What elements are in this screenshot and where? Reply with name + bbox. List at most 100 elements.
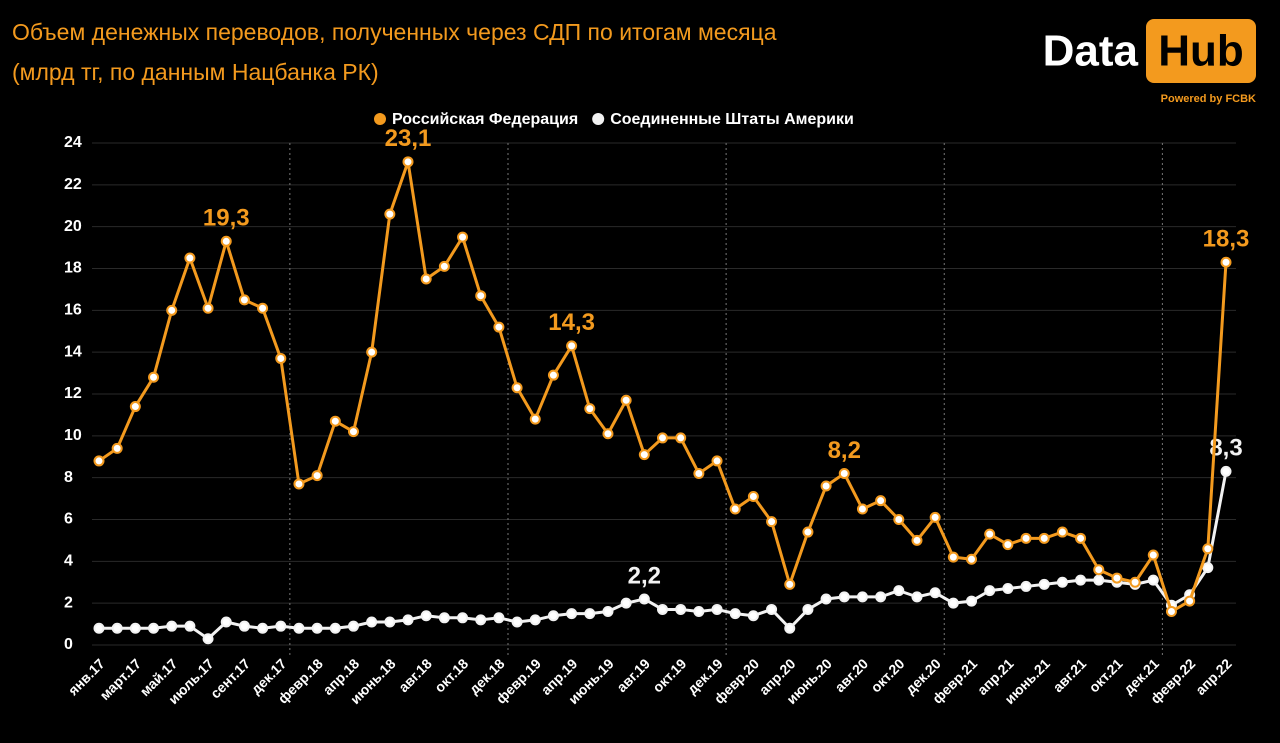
y-tick-label: 22: [64, 176, 82, 193]
chart-title: Объем денежных переводов, полученных чер…: [12, 19, 777, 45]
data-point: [766, 603, 778, 615]
data-point: [1093, 564, 1105, 576]
data-point: [966, 595, 978, 607]
data-point: [1093, 574, 1105, 586]
data-point: [620, 394, 632, 406]
data-point: [838, 591, 850, 603]
y-tick-label: 6: [64, 511, 73, 528]
data-point: [1147, 574, 1159, 586]
data-point: [602, 428, 614, 440]
brand-name: Data: [1043, 27, 1139, 76]
chart-subtitle: (млрд тг, по данным Нацбанка РК): [12, 59, 379, 85]
data-point: [984, 585, 996, 597]
data-point: [1038, 578, 1050, 590]
data-point: [438, 260, 450, 272]
data-point: [493, 612, 505, 624]
data-point: [329, 415, 341, 427]
data-point: [1002, 539, 1014, 551]
data-point: [111, 442, 123, 454]
data-point: [184, 252, 196, 264]
data-point: [493, 321, 505, 333]
data-point: [329, 622, 341, 634]
data-point: [638, 449, 650, 461]
data-point: [148, 371, 160, 383]
data-point: [347, 426, 359, 438]
data-point: [366, 346, 378, 358]
data-point: [784, 578, 796, 590]
data-point: [1129, 576, 1141, 588]
data-label: 14,3: [548, 309, 595, 336]
data-point: [729, 503, 741, 515]
data-point: [420, 273, 432, 285]
data-label: 18,3: [1203, 226, 1250, 253]
data-point: [184, 620, 196, 632]
data-point: [947, 597, 959, 609]
data-point: [511, 382, 523, 394]
y-tick-label: 0: [64, 636, 73, 653]
data-point: [93, 455, 105, 467]
brand-badge: Hub: [1158, 27, 1244, 76]
data-point: [966, 553, 978, 565]
y-tick-label: 12: [64, 385, 82, 402]
data-point: [875, 591, 887, 603]
data-point: [929, 511, 941, 523]
data-point: [475, 614, 487, 626]
y-tick-label: 8: [64, 469, 73, 486]
data-point: [257, 302, 269, 314]
data-label: 2,2: [628, 562, 661, 589]
data-point: [384, 208, 396, 220]
legend-marker: [592, 113, 605, 125]
y-tick-label: 18: [64, 260, 82, 277]
data-point: [366, 616, 378, 628]
data-point: [129, 622, 141, 634]
data-point: [293, 622, 305, 634]
data-point: [238, 620, 250, 632]
y-tick-label: 10: [64, 427, 82, 444]
data-point: [620, 597, 632, 609]
data-point: [984, 528, 996, 540]
data-point: [820, 593, 832, 605]
data-point: [693, 467, 705, 479]
data-point: [1184, 595, 1196, 607]
data-point: [693, 606, 705, 618]
data-point: [202, 633, 214, 645]
data-point: [529, 413, 541, 425]
data-point: [166, 304, 178, 316]
legend-label: Соединенные Штаты Америки: [610, 111, 854, 128]
data-point: [1002, 583, 1014, 595]
data-point: [747, 610, 759, 622]
y-tick-label: 20: [64, 218, 82, 235]
brand-tagline: Powered by FCBK: [1161, 93, 1256, 105]
data-point: [893, 514, 905, 525]
data-point: [856, 591, 868, 603]
y-tick-label: 4: [64, 553, 73, 570]
data-point: [838, 467, 850, 479]
data-point: [802, 526, 814, 538]
data-point: [402, 156, 414, 168]
data-point: [657, 432, 668, 444]
data-point: [657, 603, 668, 615]
y-tick-label: 14: [64, 343, 82, 360]
data-point: [402, 614, 414, 626]
data-point: [911, 534, 923, 546]
data-point: [1111, 572, 1123, 584]
data-point: [238, 294, 250, 306]
data-point: [802, 603, 814, 615]
data-point: [820, 480, 832, 492]
data-point: [93, 622, 105, 634]
data-point: [947, 551, 959, 563]
data-point: [1038, 532, 1050, 544]
data-point: [293, 478, 305, 490]
data-point: [420, 610, 432, 622]
data-point: [729, 608, 741, 620]
data-point: [584, 608, 596, 620]
data-point: [1075, 532, 1087, 544]
data-point: [438, 612, 450, 624]
legend-marker: [374, 113, 386, 125]
y-tick-label: 24: [64, 134, 82, 151]
data-point: [511, 616, 523, 628]
data-point: [1075, 574, 1087, 586]
data-point: [711, 455, 723, 467]
data-point: [457, 231, 469, 243]
